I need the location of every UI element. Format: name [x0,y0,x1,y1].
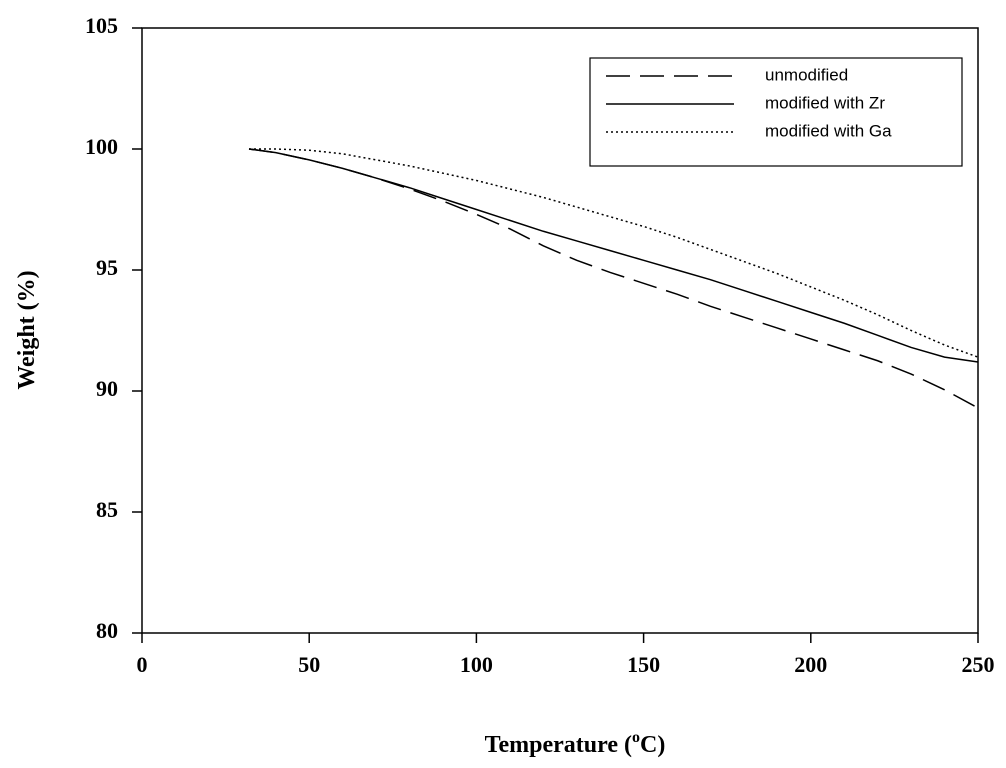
legend-label: unmodified [765,65,848,84]
x-tick-label: 150 [627,652,660,677]
y-tick-label: 85 [96,497,118,522]
y-tick-label: 90 [96,376,118,401]
x-axis-title-sup: o [632,729,640,746]
x-axis-title: Temperature (oC) [485,729,666,758]
x-axis-title-part: Temperature ( [485,732,632,758]
y-tick-label: 105 [85,13,118,38]
x-axis-title-part: C) [640,732,665,758]
series-line [249,148,979,358]
series-line [248,148,979,363]
y-tick-label: 80 [96,618,118,643]
x-tick-label: 100 [460,652,493,677]
x-tick-label: 250 [962,652,995,677]
y-tick-label: 95 [96,255,118,280]
y-tick-label: 100 [85,134,118,159]
y-axis-title: Weight (%) [14,270,40,389]
x-tick-label: 200 [794,652,827,677]
legend-label: modified with Zr [765,93,885,112]
plot-frame [141,27,979,634]
legend-label: modified with Ga [765,121,892,140]
x-tick-label: 50 [298,652,320,677]
x-tick-label: 0 [137,652,148,677]
